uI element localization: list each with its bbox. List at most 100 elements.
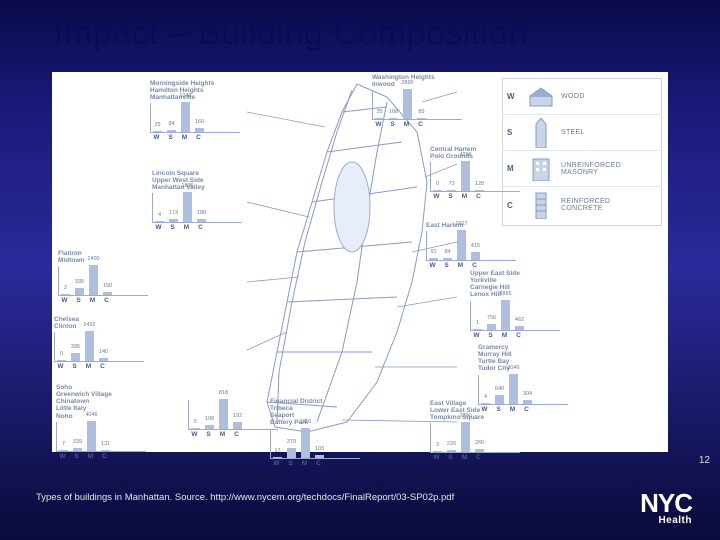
axis-tick: S bbox=[446, 193, 455, 200]
bars: 25841342160 bbox=[150, 103, 240, 133]
axis-tick: W bbox=[154, 224, 163, 231]
region-label: Washington Heights Inwood bbox=[372, 74, 462, 88]
axis-tick: C bbox=[314, 460, 323, 467]
region-label: Gramercy Murray Hill Turtle Bay Tudor Ci… bbox=[478, 344, 568, 373]
axis-tick: S bbox=[74, 297, 83, 304]
bar: 108 bbox=[205, 425, 214, 429]
bar-value: 756 bbox=[487, 315, 496, 321]
bar-value: 5 bbox=[194, 419, 197, 425]
bar: 395 bbox=[71, 353, 80, 361]
bars: 173701116103 bbox=[270, 429, 360, 459]
bar-value: 131 bbox=[101, 441, 110, 447]
tower-icon bbox=[527, 191, 555, 219]
axis-tick: W bbox=[152, 134, 161, 141]
bar-value: 84 bbox=[444, 249, 450, 255]
bar: 2890 bbox=[461, 422, 470, 452]
bar-value: 108 bbox=[205, 416, 214, 422]
axis-tick: C bbox=[474, 454, 483, 461]
bar: 3 bbox=[433, 451, 442, 452]
axis-tick: M bbox=[460, 454, 469, 461]
page-number: 12 bbox=[699, 455, 710, 466]
axis-tick: W bbox=[272, 460, 281, 467]
bar: 260 bbox=[475, 449, 484, 452]
bar: 756 bbox=[487, 324, 496, 330]
bars: 0734266128 bbox=[430, 162, 520, 192]
figure-panel: W WOOD S STEEL M UNREINFORCED MASONRY C bbox=[52, 72, 668, 452]
bar: 220 bbox=[447, 450, 456, 452]
minichart-morningside: Morningside Heights Hamilton Heights Man… bbox=[150, 80, 240, 141]
region-label: Upper East Side Yorkville Carnegie Hill … bbox=[470, 270, 560, 299]
bar-value: 1627 bbox=[455, 221, 467, 227]
bar-value: 395 bbox=[71, 344, 80, 350]
bar: 108 bbox=[389, 118, 398, 119]
bar-value: 260 bbox=[475, 440, 484, 446]
bar: 84 bbox=[443, 258, 452, 260]
bar: 73 bbox=[447, 190, 456, 191]
bar: 415 bbox=[471, 252, 480, 260]
bar-value: 192 bbox=[233, 413, 242, 419]
axis: WSMC bbox=[188, 430, 278, 438]
bar-value: 339 bbox=[73, 439, 82, 445]
axis-tick: S bbox=[442, 262, 451, 269]
bar: 150 bbox=[103, 292, 112, 295]
axis-tick: W bbox=[428, 262, 437, 269]
axis-tick: M bbox=[402, 121, 411, 128]
bar-value: 73 bbox=[448, 181, 454, 187]
tower-icon bbox=[527, 119, 555, 147]
bar: 192 bbox=[233, 422, 242, 429]
bar-value: 103 bbox=[315, 446, 324, 452]
axis: WSMC bbox=[372, 120, 462, 128]
legend-code: S bbox=[507, 128, 521, 137]
bar: 1492 bbox=[85, 331, 94, 361]
bars: 03951492140 bbox=[54, 332, 144, 362]
region-label: Morningside Heights Hamilton Heights Man… bbox=[150, 80, 240, 101]
axis-tick: S bbox=[388, 121, 397, 128]
bar-value: 25 bbox=[154, 122, 160, 128]
bar-value: 1 bbox=[476, 320, 479, 326]
axis-tick: C bbox=[470, 262, 479, 269]
minichart-chelsea: Chelsea Clinton03951492140WSMC bbox=[54, 316, 144, 370]
bar-value: 4266 bbox=[459, 152, 471, 158]
axis-tick: S bbox=[486, 332, 495, 339]
region-label: East Harlem bbox=[426, 222, 516, 229]
bar: 2 bbox=[61, 294, 70, 295]
axis-tick: S bbox=[286, 460, 295, 467]
axis-tick: M bbox=[300, 460, 309, 467]
legend-panel: W WOOD S STEEL M UNREINFORCED MASONRY C bbox=[502, 78, 662, 226]
region-label: East Village Lower East Side Tompkins Sq… bbox=[430, 400, 520, 421]
bar: 89 bbox=[417, 118, 426, 119]
bar: 91 bbox=[429, 258, 438, 260]
bar-value: 415 bbox=[471, 243, 480, 249]
bar: 4266 bbox=[461, 161, 470, 191]
minichart-lincoln: Lincoln Square Upper West Side Manhattan… bbox=[152, 170, 242, 231]
axis-tick: C bbox=[102, 297, 111, 304]
bar-value: 4 bbox=[158, 212, 161, 218]
bar: 173 bbox=[169, 219, 178, 222]
bar-value: 462 bbox=[515, 317, 524, 323]
bar: 818 bbox=[219, 399, 228, 429]
bar: 339 bbox=[73, 448, 82, 451]
bar-value: 2890 bbox=[459, 413, 471, 419]
legend-label: UNREINFORCED MASONRY bbox=[561, 162, 621, 176]
axis-tick: M bbox=[500, 332, 509, 339]
bar-value: 140 bbox=[99, 349, 108, 355]
legend-label: WOOD bbox=[561, 93, 585, 100]
bar-value: 1342 bbox=[179, 93, 191, 99]
axis-tick: C bbox=[522, 406, 531, 413]
bar-value: 0 bbox=[436, 181, 439, 187]
axis: WSMC bbox=[426, 261, 516, 269]
minichart-eastvillage: East Village Lower East Side Tompkins Sq… bbox=[430, 400, 520, 461]
bar: 1627 bbox=[457, 230, 466, 260]
source-citation: Types of buildings in Manhattan. Source.… bbox=[36, 492, 454, 503]
axis-tick: C bbox=[196, 224, 205, 231]
house-icon bbox=[527, 83, 555, 111]
bar-value: 173 bbox=[169, 210, 178, 216]
bar-value: 2 bbox=[64, 285, 67, 291]
bar-value: 2895 bbox=[401, 80, 413, 86]
axis: WSMC bbox=[152, 223, 242, 231]
axis: WSMC bbox=[430, 192, 520, 200]
bar-value: 4046 bbox=[85, 412, 97, 418]
bar: 1806 bbox=[183, 192, 192, 222]
bars: 23351400150 bbox=[58, 266, 148, 296]
axis-tick: S bbox=[168, 224, 177, 231]
